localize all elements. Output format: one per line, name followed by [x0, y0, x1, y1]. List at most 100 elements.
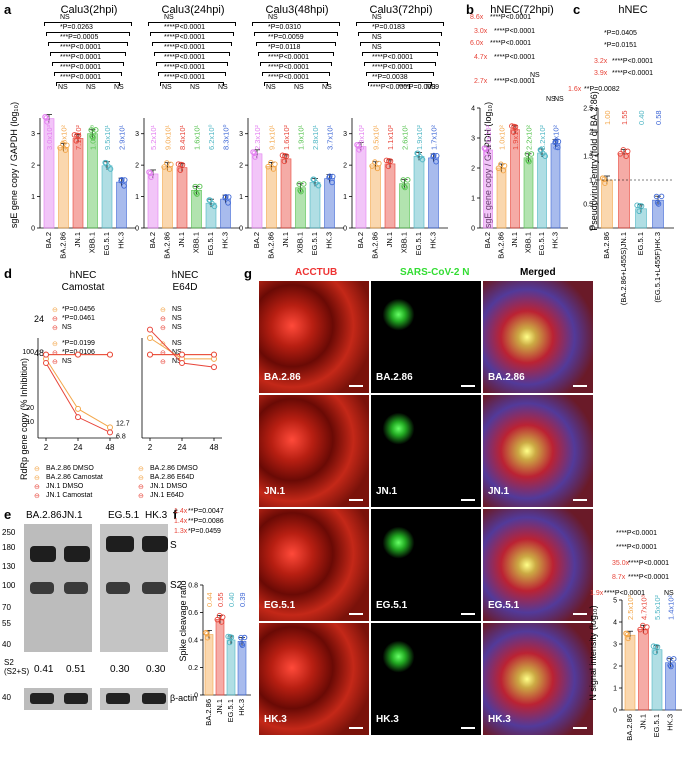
- sig-bracket: [56, 82, 120, 86]
- ratio-value: 0.30: [146, 664, 166, 675]
- micrograph-merged-HK.3: HK.3: [482, 622, 594, 736]
- value-label-JN.1: 7.1x10²: [74, 124, 83, 150]
- sig-text: ****P<0.0001: [164, 54, 206, 61]
- sig-bracket: [156, 62, 228, 66]
- bar-BA.2: [483, 149, 493, 229]
- sig-bracket: [44, 22, 132, 26]
- data-point: [177, 167, 184, 173]
- d-sig: *P=0.0199: [62, 340, 95, 347]
- bar-BA.2: [355, 146, 367, 229]
- category-label-HK.3: HK.3: [666, 714, 675, 731]
- d-sym: ⊖: [52, 341, 58, 348]
- data-point: [313, 180, 319, 186]
- sig-text: *P=0.0405: [604, 30, 637, 37]
- y-tick-label: 3: [613, 642, 617, 649]
- mw-40: 40: [2, 693, 11, 702]
- category-label-HK.3: HK.3: [325, 232, 334, 249]
- data-point: [89, 133, 95, 139]
- data-point: [57, 145, 63, 151]
- legend-item: JN.1 E64D: [150, 492, 184, 499]
- bar-EG.5.1: [413, 156, 425, 229]
- micrograph-label: BA.2.86: [488, 372, 525, 383]
- bar-HK.3: [665, 662, 676, 711]
- series-point: [75, 414, 81, 421]
- data-point: [122, 177, 128, 183]
- y-tick-label: 0: [589, 226, 593, 233]
- category-label-EG.5.1: EG.5.1: [537, 232, 546, 255]
- y-tick-label: 1: [239, 194, 243, 201]
- bar-JN.1: [280, 158, 292, 229]
- bar-JN.1: [384, 163, 396, 229]
- scale-bar: [349, 499, 363, 501]
- data-point: [216, 612, 223, 619]
- d-sym: ⊖: [160, 307, 166, 314]
- y-tick-label: 0: [31, 226, 35, 233]
- sig-ns: NS: [546, 96, 556, 103]
- data-point: [553, 138, 559, 145]
- data-point: [670, 656, 677, 662]
- scale-bar: [461, 613, 475, 615]
- sig-text: *P=0.0310: [268, 24, 301, 31]
- data-point: [164, 160, 170, 166]
- header-sars-cov-2-n: SARS-CoV-2 N: [400, 267, 470, 278]
- sig-ns: NS: [554, 96, 564, 103]
- category-label-JN.1: JN.1: [281, 232, 290, 247]
- series-point: [211, 364, 217, 371]
- category-label-JN.1: JN.1: [177, 232, 186, 247]
- category-label-BA.2: BA.2: [148, 232, 157, 248]
- legend-item: BA.2.86 DMSO: [150, 465, 198, 472]
- band-s2: [64, 582, 88, 594]
- data-point: [327, 173, 333, 180]
- panel-label-d: d: [4, 266, 12, 281]
- value-label-EG.5.1: 6.2x10⁰: [207, 124, 216, 150]
- category-label-XBB.1: XBB.1: [88, 232, 97, 253]
- sig-text: **P=0.0086: [188, 518, 224, 525]
- x-tick-label: 48: [106, 443, 115, 452]
- category-label-JN.1: JN.1: [510, 232, 519, 247]
- legend-swatch: ⊖: [138, 493, 144, 500]
- micrograph-label: EG.5.1: [376, 600, 408, 611]
- data-point: [636, 208, 642, 215]
- data-point: [218, 619, 225, 625]
- value-label-BA.2.86: 1.00: [603, 110, 612, 125]
- sig-ns: NS: [322, 84, 332, 91]
- bar-XBB.1: [399, 183, 410, 229]
- data-point: [281, 158, 288, 165]
- sig-bracket: [358, 32, 442, 36]
- series-point: [43, 351, 49, 358]
- bar-HK.3: [428, 157, 439, 229]
- scale-bar: [461, 385, 475, 387]
- sig-text: ****P<0.0001: [616, 544, 658, 551]
- y-tick-label: 1: [613, 686, 617, 693]
- y-tick-label: 0: [471, 226, 475, 233]
- data-point: [298, 188, 304, 195]
- micrograph-red-JN.1: JN.1: [258, 394, 370, 508]
- bar-BA.2.86: [496, 167, 507, 229]
- sig-text: ****P<0.0001: [612, 58, 654, 65]
- data-point: [540, 150, 546, 157]
- value-label-BA.2.86: 9.5x10¹: [372, 124, 381, 150]
- category-label-XBB.1: XBB.1: [296, 232, 305, 253]
- panel-a-title-2hpi: Calu3(2hpi): [60, 4, 118, 16]
- sig-bracket: [254, 32, 338, 36]
- d-sym: ⊖: [160, 350, 166, 357]
- value-label-BA.2.86: 1.0x10²: [498, 124, 507, 150]
- mw-label: 40: [2, 640, 11, 649]
- legend-swatch: ⊖: [34, 484, 40, 491]
- micrograph-label: JN.1: [264, 486, 286, 497]
- y-tick-label: 1: [31, 194, 35, 201]
- sig-ns: NS: [58, 84, 68, 91]
- data-point: [105, 163, 111, 169]
- data-point: [238, 641, 245, 647]
- value-label-BA.2: 5.2x10¹: [149, 124, 158, 150]
- data-point: [227, 634, 233, 640]
- d-time-label: 24: [34, 314, 45, 324]
- d-sig: *P=0.0461: [62, 315, 95, 322]
- bar-BA.2.86: [58, 147, 69, 229]
- sig-ns: NS: [114, 84, 124, 91]
- bar-BA.2.86: [162, 166, 173, 229]
- y-tick-label: 3: [31, 131, 35, 138]
- sig-bracket: [160, 82, 224, 86]
- sig-bracket: [150, 32, 234, 36]
- value-label-EG.5.1: 9.5x10¹: [103, 124, 112, 150]
